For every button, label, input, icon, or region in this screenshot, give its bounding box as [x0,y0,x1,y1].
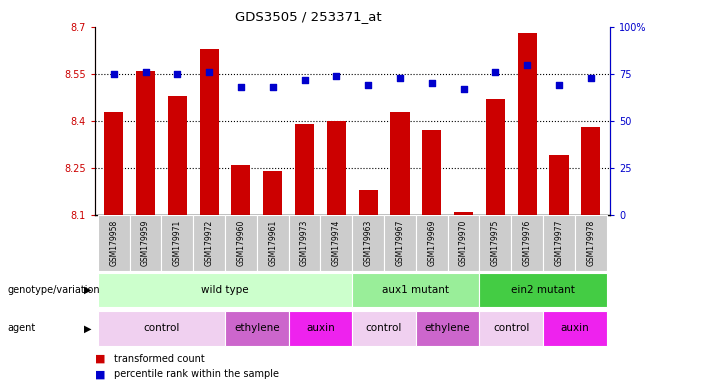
Text: GSM179967: GSM179967 [395,220,404,266]
Text: ■: ■ [95,369,109,379]
Bar [327,121,346,215]
Point [585,74,597,81]
Bar [543,215,575,271]
Text: control: control [366,323,402,333]
Bar [289,311,353,346]
Text: genotype/variation: genotype/variation [7,285,100,295]
Bar [359,190,378,215]
Text: GSM179974: GSM179974 [332,220,341,266]
Text: transformed count: transformed count [114,354,205,364]
Text: GSM179976: GSM179976 [523,220,531,266]
Point [108,71,119,77]
Bar [320,215,353,271]
Bar [390,111,409,215]
Point [299,76,310,83]
Text: control: control [143,323,179,333]
Text: GDS3505 / 253371_at: GDS3505 / 253371_at [235,10,382,23]
Text: GSM179960: GSM179960 [236,220,245,266]
Bar [130,215,161,271]
Point [267,84,278,90]
Text: GSM179977: GSM179977 [554,220,564,266]
Bar [575,215,606,271]
Bar [543,311,606,346]
Bar [353,311,416,346]
Bar [511,215,543,271]
Bar [581,127,600,215]
Text: auxin: auxin [561,323,590,333]
Text: GSM179963: GSM179963 [364,220,373,266]
Bar [295,124,314,215]
Text: GSM179970: GSM179970 [459,220,468,266]
Point [522,61,533,68]
Bar [517,33,537,215]
Bar [225,311,289,346]
Bar [416,215,448,271]
Text: ethylene: ethylene [234,323,280,333]
Bar [193,215,225,271]
Text: percentile rank within the sample: percentile rank within the sample [114,369,279,379]
Point [553,82,564,88]
Bar [168,96,187,215]
Point [490,69,501,75]
Text: GSM179975: GSM179975 [491,220,500,266]
Text: GSM179958: GSM179958 [109,220,118,266]
Bar [479,273,606,307]
Bar [257,215,289,271]
Text: GSM179969: GSM179969 [428,220,436,266]
Bar [422,130,442,215]
Bar [479,215,511,271]
Text: GSM179978: GSM179978 [586,220,595,266]
Bar [550,156,569,215]
Text: GSM179973: GSM179973 [300,220,309,266]
Point [236,84,247,90]
Bar [454,212,473,215]
Text: wild type: wild type [201,285,249,295]
Bar [416,311,479,346]
Bar [231,165,250,215]
Text: ■: ■ [95,354,109,364]
Bar [98,273,353,307]
Text: GSM179972: GSM179972 [205,220,214,266]
Point [362,82,374,88]
Bar [353,273,479,307]
Bar [448,215,479,271]
Text: agent: agent [7,323,35,333]
Text: GSM179959: GSM179959 [141,220,150,266]
Bar [353,215,384,271]
Text: auxin: auxin [306,323,335,333]
Bar [98,215,130,271]
Point [458,86,469,92]
Point [203,69,215,75]
Text: ethylene: ethylene [425,323,470,333]
Bar [136,71,155,215]
Point [331,73,342,79]
Bar [98,311,225,346]
Text: ▶: ▶ [83,285,91,295]
Point [140,69,151,75]
Bar [486,99,505,215]
Text: GSM179961: GSM179961 [268,220,277,266]
Point [426,80,437,86]
Bar [479,311,543,346]
Point [395,74,406,81]
Bar [384,215,416,271]
Bar [200,49,219,215]
Text: GSM179971: GSM179971 [173,220,182,266]
Bar [263,171,283,215]
Bar [104,111,123,215]
Bar [225,215,257,271]
Text: ▶: ▶ [83,323,91,333]
Text: ein2 mutant: ein2 mutant [511,285,575,295]
Bar [289,215,320,271]
Text: control: control [493,323,529,333]
Text: aux1 mutant: aux1 mutant [382,285,449,295]
Bar [161,215,193,271]
Point [172,71,183,77]
